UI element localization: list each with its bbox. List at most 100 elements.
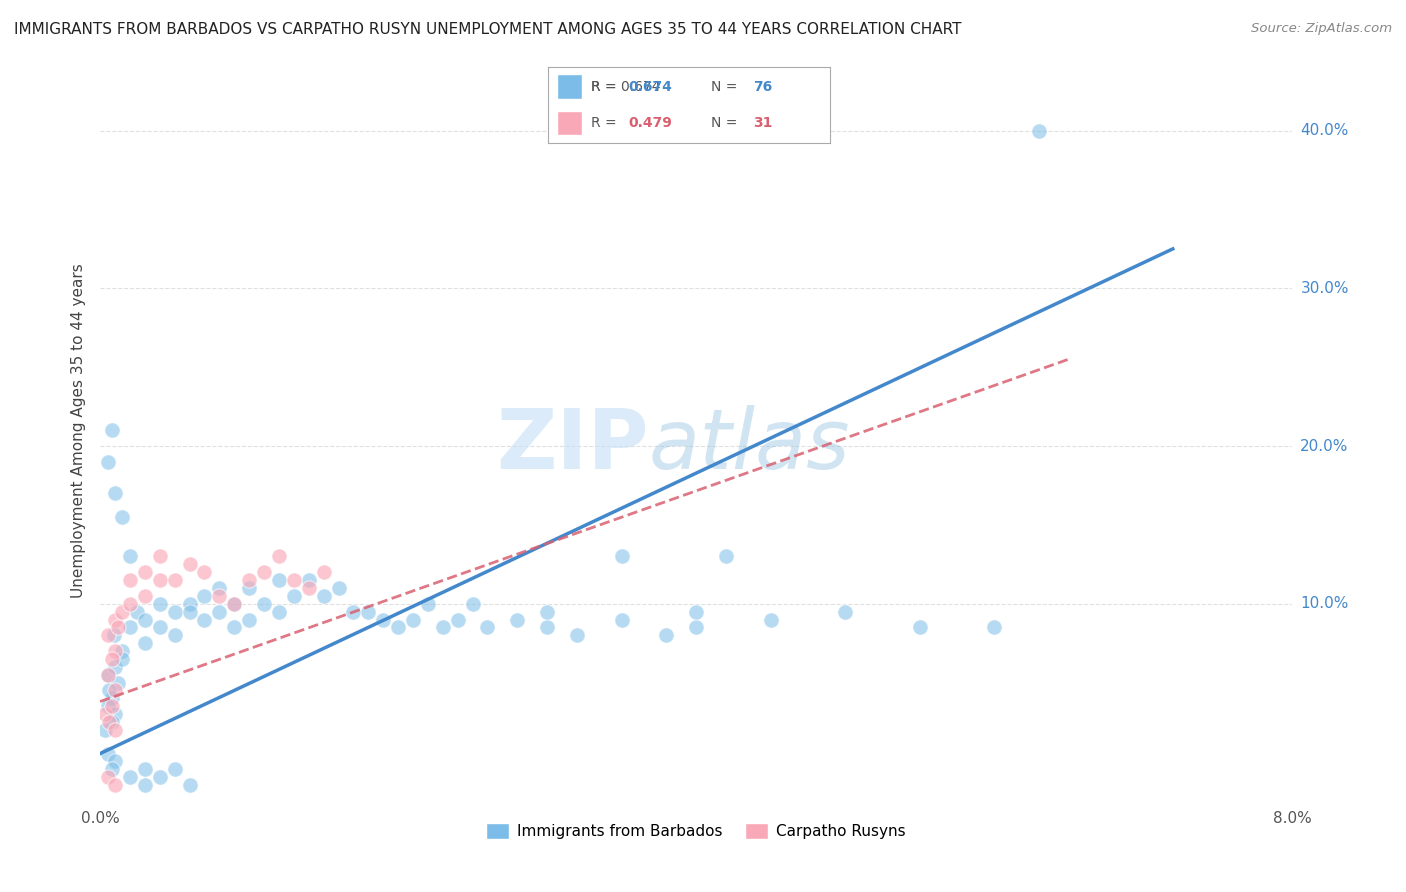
Point: [107, 620, 129, 634]
Point: [267, 573, 290, 587]
Point: [101, 652, 124, 666]
Text: 0.479: 0.479: [628, 116, 672, 130]
Text: 31: 31: [754, 116, 773, 130]
Point: [93, 707, 115, 722]
Text: atlas: atlas: [648, 405, 851, 485]
Point: [759, 613, 782, 627]
Point: [134, 565, 156, 579]
Point: [506, 613, 529, 627]
Point: [111, 652, 134, 666]
Point: [97, 455, 120, 469]
Point: [477, 620, 499, 634]
Point: [101, 762, 124, 776]
Point: [179, 558, 201, 572]
Point: [101, 423, 124, 437]
Point: [98, 683, 121, 698]
Point: [104, 613, 127, 627]
Point: [149, 620, 172, 634]
Point: [104, 723, 127, 737]
Point: [134, 778, 156, 792]
Point: [118, 573, 141, 587]
Point: [283, 573, 305, 587]
Point: [432, 620, 454, 634]
Point: [97, 667, 120, 681]
Text: 76: 76: [754, 79, 773, 94]
Point: [224, 620, 246, 634]
Point: [342, 605, 364, 619]
Point: [1028, 123, 1050, 137]
Point: [101, 699, 124, 714]
Point: [312, 589, 335, 603]
Legend: Immigrants from Barbados, Carpatho Rusyns: Immigrants from Barbados, Carpatho Rusyn…: [481, 817, 911, 845]
Point: [98, 714, 121, 729]
Point: [134, 589, 156, 603]
Y-axis label: Unemployment Among Ages 35 to 44 years: Unemployment Among Ages 35 to 44 years: [72, 263, 86, 598]
Point: [179, 597, 201, 611]
Point: [402, 613, 425, 627]
Point: [983, 620, 1005, 634]
Point: [224, 597, 246, 611]
Point: [104, 707, 127, 722]
Point: [565, 628, 588, 642]
Point: [714, 549, 737, 564]
Point: [163, 573, 186, 587]
Point: [111, 510, 134, 524]
Point: [149, 549, 172, 564]
Point: [208, 605, 231, 619]
Point: [134, 613, 156, 627]
Point: [134, 636, 156, 650]
Point: [104, 486, 127, 500]
Point: [373, 613, 395, 627]
Point: [536, 605, 558, 619]
Text: R =: R =: [591, 116, 620, 130]
Point: [127, 605, 149, 619]
Point: [193, 589, 215, 603]
Point: [179, 605, 201, 619]
Text: N =: N =: [711, 116, 742, 130]
Bar: [557, 75, 582, 99]
Point: [298, 573, 321, 587]
Text: 30.0%: 30.0%: [1301, 281, 1348, 296]
Point: [685, 605, 707, 619]
Point: [101, 691, 124, 706]
Text: 20.0%: 20.0%: [1301, 439, 1348, 453]
Point: [461, 597, 484, 611]
Point: [104, 778, 127, 792]
Point: [163, 762, 186, 776]
Text: R = 0.674: R = 0.674: [591, 79, 659, 94]
Point: [416, 597, 439, 611]
Point: [208, 581, 231, 595]
Point: [208, 589, 231, 603]
Point: [118, 620, 141, 634]
Point: [111, 605, 134, 619]
Point: [118, 597, 141, 611]
Point: [149, 573, 172, 587]
Point: [685, 620, 707, 634]
Point: [134, 762, 156, 776]
Text: ZIP: ZIP: [496, 405, 648, 485]
Point: [179, 778, 201, 792]
Point: [655, 628, 678, 642]
Point: [298, 581, 321, 595]
Text: 0.674: 0.674: [628, 79, 672, 94]
Point: [104, 683, 127, 698]
Point: [312, 565, 335, 579]
Point: [908, 620, 931, 634]
Point: [238, 581, 260, 595]
Point: [149, 597, 172, 611]
Point: [253, 597, 276, 611]
Text: IMMIGRANTS FROM BARBADOS VS CARPATHO RUSYN UNEMPLOYMENT AMONG AGES 35 TO 44 YEAR: IMMIGRANTS FROM BARBADOS VS CARPATHO RUS…: [14, 22, 962, 37]
Point: [834, 605, 856, 619]
Point: [267, 605, 290, 619]
Point: [101, 714, 124, 729]
Point: [118, 770, 141, 784]
Text: 10.0%: 10.0%: [1301, 596, 1348, 611]
Point: [193, 565, 215, 579]
Point: [111, 644, 134, 658]
Point: [357, 605, 380, 619]
Point: [224, 597, 246, 611]
Point: [328, 581, 350, 595]
Text: R =: R =: [591, 79, 620, 94]
Point: [93, 723, 115, 737]
Point: [283, 589, 305, 603]
